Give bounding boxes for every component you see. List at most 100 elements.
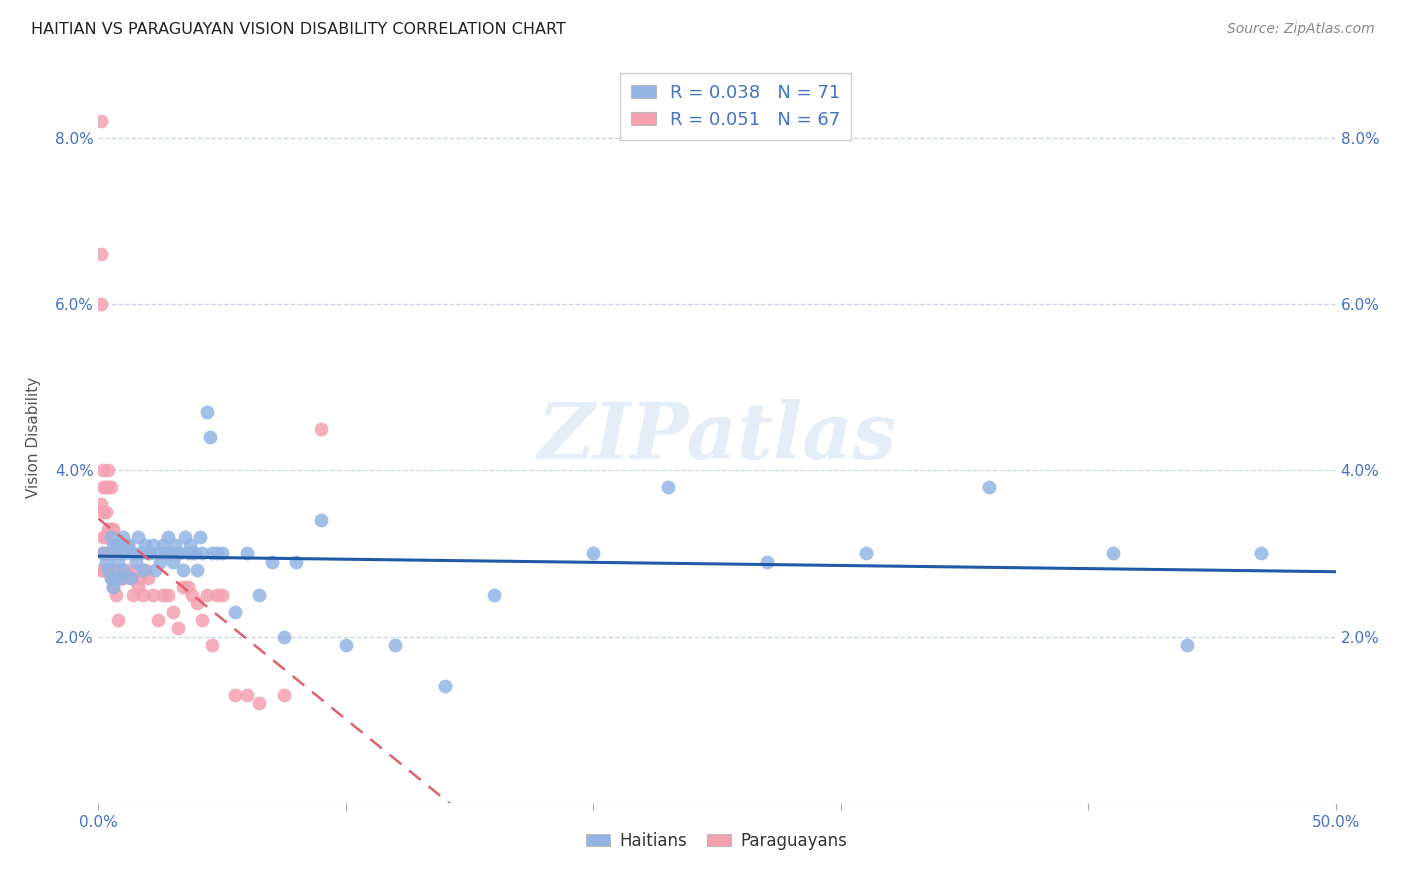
Point [112, 538, 135, 552]
Point [104, 588, 127, 602]
Point [100, 546, 122, 560]
Point [1102, 546, 1125, 560]
Point [205, 546, 228, 560]
Point [181, 588, 204, 602]
Point [149, 555, 172, 569]
Point [93, 505, 115, 519]
Point [97, 463, 120, 477]
Point [433, 680, 456, 694]
Point [112, 563, 135, 577]
Point [205, 588, 228, 602]
Point [100, 571, 122, 585]
Point [384, 638, 406, 652]
Point [142, 588, 165, 602]
Point [103, 538, 125, 552]
Point [104, 546, 127, 560]
Point [335, 638, 357, 652]
Y-axis label: Vision Disability: Vision Disability [25, 376, 41, 498]
Point [90, 114, 112, 128]
Point [132, 588, 155, 602]
Point [129, 546, 152, 560]
Point [484, 588, 506, 602]
Point [120, 571, 142, 585]
Point [285, 555, 308, 569]
Point [260, 555, 283, 569]
Point [186, 596, 208, 610]
Point [155, 546, 177, 560]
Point [211, 588, 233, 602]
Point [117, 538, 139, 552]
Point [127, 580, 149, 594]
Point [1250, 546, 1272, 560]
Point [100, 571, 122, 585]
Point [107, 538, 129, 552]
Point [172, 580, 194, 594]
Point [100, 521, 122, 535]
Point [114, 546, 136, 560]
Point [107, 563, 129, 577]
Point [142, 538, 165, 552]
Point [169, 546, 191, 560]
Point [93, 546, 115, 560]
Point [127, 530, 149, 544]
Point [162, 605, 184, 619]
Text: ZIPatlas: ZIPatlas [537, 399, 897, 475]
Point [855, 546, 877, 560]
Point [979, 480, 1001, 494]
Point [201, 546, 224, 560]
Point [143, 563, 166, 577]
Point [211, 546, 233, 560]
Point [273, 630, 295, 644]
Point [236, 688, 259, 702]
Point [224, 605, 246, 619]
Point [755, 555, 778, 569]
Point [166, 621, 188, 635]
Point [110, 546, 132, 560]
Point [186, 563, 208, 577]
Point [94, 563, 117, 577]
Point [195, 588, 218, 602]
Point [134, 538, 156, 552]
Point [201, 638, 224, 652]
Point [100, 530, 122, 544]
Point [97, 480, 120, 494]
Point [103, 521, 125, 535]
Point [104, 538, 127, 552]
Point [152, 588, 174, 602]
Point [94, 530, 117, 544]
Point [176, 546, 198, 560]
Point [146, 546, 169, 560]
Point [100, 480, 122, 494]
Point [136, 571, 159, 585]
Point [188, 530, 211, 544]
Point [129, 571, 152, 585]
Point [146, 613, 169, 627]
Point [224, 688, 246, 702]
Point [90, 563, 112, 577]
Point [184, 546, 207, 560]
Point [90, 497, 112, 511]
Point [93, 546, 115, 560]
Point [172, 563, 194, 577]
Point [198, 430, 221, 444]
Point [309, 513, 332, 527]
Point [94, 480, 117, 494]
Point [107, 613, 129, 627]
Point [97, 563, 120, 577]
Point [107, 538, 129, 552]
Point [103, 580, 125, 594]
Point [122, 588, 145, 602]
Point [159, 546, 181, 560]
Point [139, 546, 162, 560]
Point [174, 530, 197, 544]
Point [165, 538, 187, 552]
Point [195, 405, 218, 419]
Point [179, 538, 201, 552]
Point [136, 546, 159, 560]
Point [120, 571, 142, 585]
Point [181, 546, 204, 560]
Point [134, 563, 156, 577]
Point [657, 480, 679, 494]
Point [97, 563, 120, 577]
Point [273, 688, 295, 702]
